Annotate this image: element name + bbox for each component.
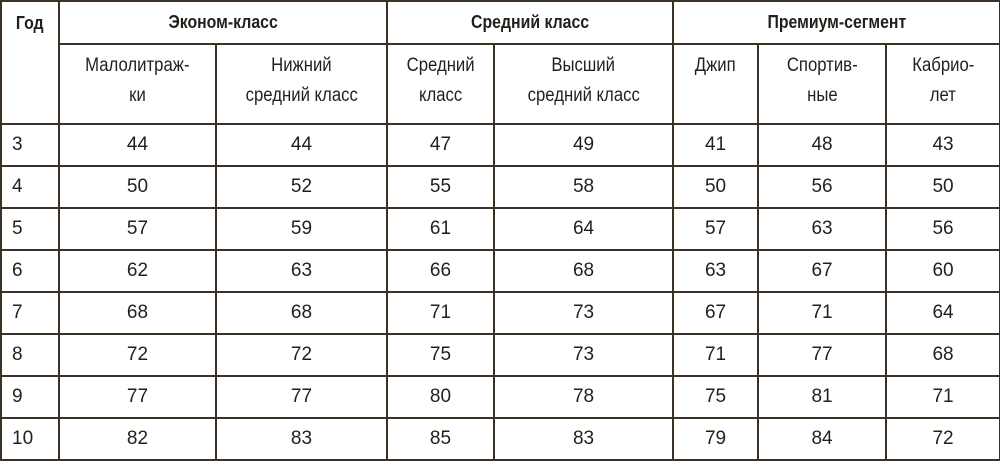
year-cell: 3 bbox=[0, 123, 60, 167]
value-cell: 62 bbox=[58, 249, 217, 293]
subcolumn-header: Спортив-ные bbox=[757, 43, 888, 125]
table-row: 5 57 59 61 64 57 63 56 bbox=[0, 207, 1000, 251]
table-row: 10 82 83 85 83 79 84 72 bbox=[0, 417, 1000, 461]
value-cell: 43 bbox=[885, 123, 1000, 167]
subcolumn-header-line: Нижний bbox=[271, 55, 332, 76]
year-cell: 9 bbox=[0, 375, 60, 419]
subcolumn-header-line: Кабрио- bbox=[911, 55, 975, 76]
value-cell: 60 bbox=[885, 249, 1000, 293]
value-cell: 75 bbox=[672, 375, 760, 419]
value-cell: 73 bbox=[492, 291, 675, 335]
value-cell: 48 bbox=[757, 123, 888, 167]
value-cell: 77 bbox=[215, 375, 388, 419]
value-cell: 64 bbox=[885, 291, 1000, 335]
subcolumn-header-line: ные bbox=[806, 85, 838, 106]
year-cell: 4 bbox=[0, 165, 60, 209]
subcolumn-header: Нижний средний класс bbox=[215, 43, 388, 125]
value-cell: 67 bbox=[672, 291, 760, 335]
value-cell: 50 bbox=[885, 165, 1000, 209]
subcolumn-header-line: Средний bbox=[406, 55, 475, 76]
table-row: 8 72 72 75 73 71 77 68 bbox=[0, 333, 1000, 377]
value-cell: 77 bbox=[58, 375, 217, 419]
subcolumn-header-line: класс bbox=[418, 85, 463, 106]
value-cell: 50 bbox=[672, 165, 760, 209]
value-cell: 73 bbox=[492, 333, 675, 377]
value-cell: 71 bbox=[885, 375, 1000, 419]
subcolumn-header-line: средний класс bbox=[245, 85, 358, 106]
value-cell: 63 bbox=[672, 249, 760, 293]
value-cell: 55 bbox=[386, 165, 495, 209]
subcolumn-header: Кабрио-лет bbox=[885, 43, 1000, 125]
year-cell: 10 bbox=[0, 417, 60, 461]
group-header-middle: Средний класс bbox=[385, 0, 675, 45]
value-cell: 79 bbox=[672, 417, 760, 461]
value-cell: 67 bbox=[757, 249, 888, 293]
value-cell: 78 bbox=[492, 375, 675, 419]
value-cell: 68 bbox=[215, 291, 388, 335]
table-row: 7 68 68 71 73 67 71 64 bbox=[0, 291, 1000, 335]
value-cell: 68 bbox=[58, 291, 217, 335]
table-row: 4 50 52 55 58 50 56 50 bbox=[0, 165, 1000, 209]
table-row: 6 62 63 66 68 63 67 60 bbox=[0, 249, 1000, 293]
value-cell: 64 bbox=[492, 207, 675, 251]
value-cell: 56 bbox=[757, 165, 888, 209]
table-row: 9 77 77 80 78 75 81 71 bbox=[0, 375, 1000, 419]
group-header-economy: Эконом-класс bbox=[58, 0, 388, 45]
year-cell: 7 bbox=[0, 291, 60, 335]
year-cell: 5 bbox=[0, 207, 60, 251]
value-cell: 41 bbox=[672, 123, 760, 167]
value-cell: 47 bbox=[386, 123, 495, 167]
subcolumn-header-line: Джип bbox=[695, 55, 736, 76]
value-cell: 83 bbox=[215, 417, 388, 461]
value-cell: 66 bbox=[386, 249, 495, 293]
value-cell: 56 bbox=[885, 207, 1000, 251]
value-cell: 72 bbox=[885, 417, 1000, 461]
value-cell: 71 bbox=[386, 291, 495, 335]
subcolumn-header-line: Малолитраж- bbox=[85, 55, 190, 76]
value-cell: 63 bbox=[215, 249, 388, 293]
value-cell: 82 bbox=[58, 417, 217, 461]
value-cell: 75 bbox=[386, 333, 495, 377]
subcolumn-header: Малолитраж-ки bbox=[58, 43, 217, 125]
value-cell: 52 bbox=[215, 165, 388, 209]
subcolumn-header-line: Высший bbox=[551, 55, 616, 76]
value-cell: 49 bbox=[492, 123, 675, 167]
value-cell: 77 bbox=[757, 333, 888, 377]
subcolumn-header-line: ки bbox=[129, 85, 146, 106]
value-cell: 61 bbox=[386, 207, 495, 251]
year-header: Год bbox=[0, 0, 60, 125]
year-cell: 6 bbox=[0, 249, 60, 293]
value-cell: 57 bbox=[58, 207, 217, 251]
year-cell: 8 bbox=[0, 333, 60, 377]
subcolumn-header-line: Спортив- bbox=[786, 55, 858, 76]
value-cell: 72 bbox=[215, 333, 388, 377]
subcolumn-header-line: средний класс bbox=[527, 85, 640, 106]
value-cell: 80 bbox=[386, 375, 495, 419]
group-header-premium: Премиум-сегмент bbox=[672, 0, 1000, 45]
table-row: 3 44 44 47 49 41 48 43 bbox=[0, 123, 1000, 167]
subcolumn-header-line: лет bbox=[929, 85, 957, 106]
value-cell: 85 bbox=[386, 417, 495, 461]
value-cell: 84 bbox=[757, 417, 888, 461]
value-cell: 83 bbox=[492, 417, 675, 461]
value-cell: 72 bbox=[58, 333, 217, 377]
value-cell: 58 bbox=[492, 165, 675, 209]
value-cell: 68 bbox=[492, 249, 675, 293]
value-cell: 44 bbox=[215, 123, 388, 167]
value-cell: 81 bbox=[757, 375, 888, 419]
value-cell: 68 bbox=[885, 333, 1000, 377]
value-cell: 63 bbox=[757, 207, 888, 251]
subcolumn-header: Средний класс bbox=[386, 43, 495, 125]
value-cell: 44 bbox=[58, 123, 217, 167]
value-cell: 59 bbox=[215, 207, 388, 251]
value-cell: 71 bbox=[672, 333, 760, 377]
subcolumn-header: Джип bbox=[672, 43, 760, 125]
subcolumn-header: Высший средний класс bbox=[492, 43, 675, 125]
value-cell: 57 bbox=[672, 207, 760, 251]
value-cell: 71 bbox=[757, 291, 888, 335]
value-cell: 50 bbox=[58, 165, 217, 209]
